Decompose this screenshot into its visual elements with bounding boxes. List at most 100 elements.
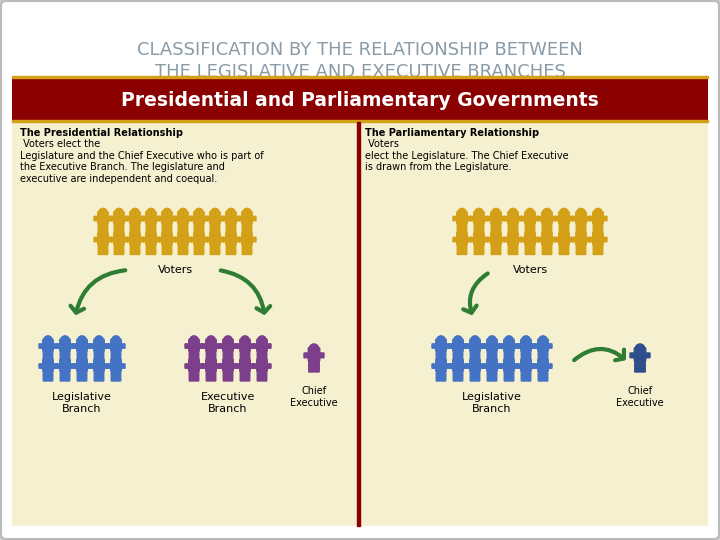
FancyBboxPatch shape [454, 370, 458, 381]
Circle shape [147, 208, 156, 217]
FancyBboxPatch shape [130, 233, 140, 245]
FancyBboxPatch shape [470, 238, 475, 242]
FancyBboxPatch shape [547, 222, 552, 233]
FancyBboxPatch shape [508, 233, 518, 245]
FancyBboxPatch shape [542, 244, 546, 254]
FancyBboxPatch shape [513, 222, 518, 233]
FancyBboxPatch shape [508, 244, 513, 254]
FancyBboxPatch shape [199, 222, 204, 233]
FancyBboxPatch shape [122, 217, 128, 221]
FancyBboxPatch shape [521, 238, 526, 242]
FancyBboxPatch shape [112, 350, 116, 361]
FancyBboxPatch shape [539, 370, 543, 381]
FancyBboxPatch shape [564, 222, 569, 233]
FancyBboxPatch shape [228, 350, 233, 361]
Bar [12, 119, 708, 122]
FancyBboxPatch shape [114, 212, 125, 224]
FancyBboxPatch shape [242, 212, 252, 224]
Circle shape [99, 230, 107, 238]
Circle shape [310, 344, 319, 354]
Text: Executive
Branch: Executive Branch [201, 392, 255, 414]
FancyBboxPatch shape [120, 344, 125, 348]
FancyBboxPatch shape [257, 359, 267, 372]
FancyBboxPatch shape [585, 217, 590, 221]
FancyBboxPatch shape [589, 217, 594, 221]
FancyBboxPatch shape [242, 233, 252, 245]
Circle shape [454, 336, 462, 345]
Text: Legislative
Branch: Legislative Branch [462, 392, 522, 414]
FancyBboxPatch shape [77, 339, 87, 352]
Circle shape [492, 208, 500, 217]
Circle shape [99, 208, 107, 217]
FancyBboxPatch shape [114, 222, 119, 233]
FancyBboxPatch shape [219, 364, 224, 368]
FancyBboxPatch shape [492, 350, 497, 361]
Circle shape [194, 208, 203, 217]
FancyBboxPatch shape [206, 238, 211, 242]
FancyBboxPatch shape [189, 359, 199, 372]
FancyBboxPatch shape [474, 222, 479, 233]
Circle shape [224, 336, 233, 345]
Text: The Presidential Relationship: The Presidential Relationship [20, 128, 183, 138]
FancyBboxPatch shape [98, 222, 103, 233]
FancyBboxPatch shape [454, 350, 458, 361]
FancyBboxPatch shape [215, 222, 220, 233]
FancyBboxPatch shape [526, 222, 530, 233]
FancyBboxPatch shape [593, 233, 603, 245]
Bar [357, 122, 360, 526]
FancyBboxPatch shape [223, 370, 228, 381]
FancyBboxPatch shape [203, 217, 208, 221]
FancyBboxPatch shape [559, 212, 570, 224]
FancyBboxPatch shape [466, 344, 472, 348]
FancyBboxPatch shape [542, 222, 546, 233]
Circle shape [190, 356, 198, 364]
Circle shape [78, 356, 86, 364]
FancyBboxPatch shape [559, 244, 564, 254]
Circle shape [474, 208, 483, 217]
Text: Chief
Executive: Chief Executive [616, 386, 664, 408]
Circle shape [458, 230, 467, 238]
FancyBboxPatch shape [139, 238, 144, 242]
FancyBboxPatch shape [248, 344, 254, 348]
Circle shape [559, 230, 568, 238]
FancyBboxPatch shape [94, 370, 99, 381]
FancyBboxPatch shape [572, 217, 577, 221]
FancyBboxPatch shape [99, 350, 104, 361]
FancyBboxPatch shape [60, 370, 65, 381]
Circle shape [179, 208, 187, 217]
FancyBboxPatch shape [145, 212, 156, 224]
FancyBboxPatch shape [103, 344, 108, 348]
Circle shape [492, 230, 500, 238]
Circle shape [224, 356, 233, 364]
FancyBboxPatch shape [178, 212, 188, 224]
FancyBboxPatch shape [179, 244, 183, 254]
FancyBboxPatch shape [77, 359, 87, 372]
Circle shape [179, 230, 187, 238]
FancyBboxPatch shape [517, 364, 522, 368]
FancyBboxPatch shape [94, 238, 99, 242]
FancyBboxPatch shape [60, 350, 65, 361]
FancyBboxPatch shape [436, 339, 446, 352]
FancyBboxPatch shape [235, 238, 240, 242]
FancyBboxPatch shape [572, 238, 577, 242]
FancyBboxPatch shape [641, 360, 645, 372]
FancyBboxPatch shape [155, 238, 160, 242]
FancyBboxPatch shape [504, 217, 509, 221]
FancyBboxPatch shape [492, 370, 497, 381]
FancyBboxPatch shape [513, 244, 518, 254]
FancyBboxPatch shape [240, 359, 251, 372]
FancyBboxPatch shape [487, 350, 492, 361]
FancyBboxPatch shape [186, 217, 192, 221]
FancyBboxPatch shape [462, 364, 467, 368]
FancyBboxPatch shape [480, 222, 484, 233]
Circle shape [471, 336, 480, 345]
FancyBboxPatch shape [555, 217, 560, 221]
FancyBboxPatch shape [504, 350, 508, 361]
FancyBboxPatch shape [135, 222, 140, 233]
FancyBboxPatch shape [462, 344, 467, 348]
Circle shape [44, 336, 53, 345]
Bar [12, 122, 708, 526]
Circle shape [559, 208, 568, 217]
Circle shape [44, 356, 53, 364]
FancyBboxPatch shape [544, 350, 548, 361]
